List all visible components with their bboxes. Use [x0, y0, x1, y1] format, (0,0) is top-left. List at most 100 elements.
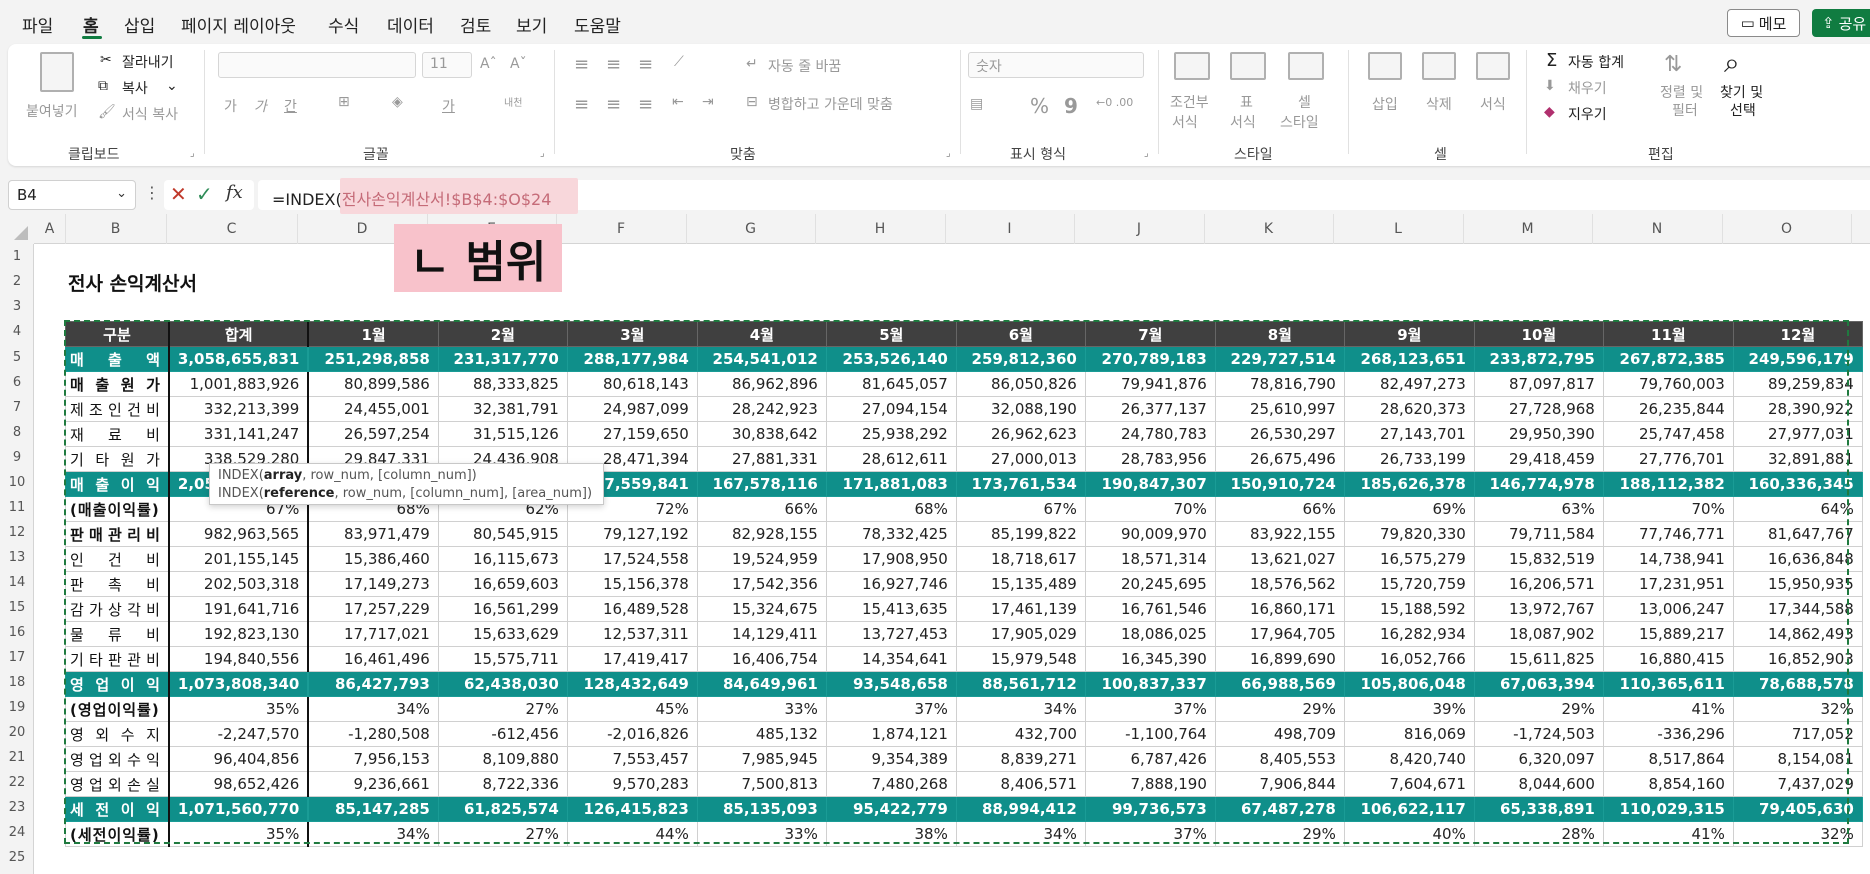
month-cell[interactable]: 79,820,330	[1343, 521, 1475, 547]
month-cell[interactable]: 83,971,479	[307, 521, 439, 547]
month-cell[interactable]: 268,123,651	[1343, 346, 1475, 372]
month-cell[interactable]: 29,950,390	[1473, 421, 1604, 447]
row-header-17[interactable]: 17	[8, 650, 26, 665]
month-cell[interactable]: 15,832,519	[1473, 546, 1604, 572]
month-cell[interactable]: 85,147,285	[307, 796, 439, 822]
month-cell[interactable]: 9,354,389	[825, 746, 957, 772]
underline-button[interactable]: 간	[284, 99, 297, 115]
month-cell[interactable]: 9,236,661	[307, 771, 439, 797]
month-cell[interactable]: 84,649,961	[696, 671, 827, 697]
month-cell[interactable]: 110,029,315	[1602, 796, 1734, 822]
total-cell[interactable]: 3,058,655,831	[168, 346, 310, 372]
row-header-3[interactable]: 3	[12, 299, 22, 314]
month-cell[interactable]: 30,838,642	[696, 421, 827, 447]
month-cell[interactable]: 13,727,453	[825, 621, 957, 647]
format-table-label[interactable]: 표	[1240, 95, 1253, 111]
month-cell[interactable]: 14,129,411	[696, 621, 827, 647]
month-cell[interactable]: 15,386,460	[307, 546, 439, 572]
month-cell[interactable]: 9,570,283	[566, 771, 698, 797]
select-all-corner[interactable]	[0, 214, 34, 244]
menu-review[interactable]: 검토	[460, 17, 492, 37]
name-box[interactable]: B4 ⌄	[8, 180, 136, 210]
month-cell[interactable]: 88,333,825	[437, 371, 568, 397]
month-cell[interactable]: 28,620,373	[1343, 396, 1475, 422]
month-cell[interactable]: 87,097,817	[1473, 371, 1604, 397]
month-cell[interactable]: 79,405,630	[1732, 796, 1863, 822]
header-cell[interactable]: 1월	[307, 321, 439, 347]
month-cell[interactable]: 26,675,496	[1214, 446, 1345, 472]
clear-button[interactable]: 지우기	[1568, 107, 1607, 123]
increase-decimal-button[interactable]: ←0 .00	[1096, 96, 1134, 109]
total-cell[interactable]: 1,071,560,770	[168, 796, 310, 822]
month-cell[interactable]: 44%	[566, 821, 698, 847]
cell-styles-label-2[interactable]: 스타일	[1280, 115, 1319, 131]
month-cell[interactable]: 64%	[1732, 496, 1863, 522]
delete-cells-icon[interactable]	[1422, 52, 1456, 80]
row-header-10[interactable]: 10	[8, 475, 26, 490]
delete-cells-button[interactable]: 삭제	[1426, 97, 1452, 113]
month-cell[interactable]: 7,500,813	[696, 771, 827, 797]
row-header-19[interactable]: 19	[8, 700, 26, 715]
month-cell[interactable]: 67,063,394	[1473, 671, 1604, 697]
month-cell[interactable]: 1,874,121	[825, 721, 957, 747]
month-cell[interactable]: 45%	[566, 696, 698, 722]
cell-styles-icon[interactable]	[1288, 52, 1324, 80]
month-cell[interactable]: 90,009,970	[1084, 521, 1216, 547]
row-header-11[interactable]: 11	[8, 500, 26, 515]
month-cell[interactable]: 8,839,271	[955, 746, 1086, 772]
month-cell[interactable]: 18,087,902	[1473, 621, 1604, 647]
month-cell[interactable]: 89,259,834	[1732, 371, 1863, 397]
month-cell[interactable]: 150,910,724	[1214, 471, 1345, 497]
month-cell[interactable]: 28,242,923	[696, 396, 827, 422]
month-cell[interactable]: 80,545,915	[437, 521, 568, 547]
tooltip-line-reference[interactable]: INDEX(reference, row_num, [column_num], …	[218, 485, 595, 503]
month-cell[interactable]: 65,338,891	[1473, 796, 1604, 822]
month-cell[interactable]: 61,825,574	[437, 796, 568, 822]
menu-view[interactable]: 보기	[516, 17, 548, 37]
month-cell[interactable]: 68%	[825, 496, 957, 522]
month-cell[interactable]: 27,776,701	[1602, 446, 1734, 472]
month-cell[interactable]: 66%	[1214, 496, 1345, 522]
month-cell[interactable]: 78,816,790	[1214, 371, 1345, 397]
month-cell[interactable]: 27%	[437, 696, 568, 722]
total-cell[interactable]: 332,213,399	[168, 396, 310, 422]
row-label[interactable]: (세전이익률)	[64, 821, 170, 847]
align-left-icon[interactable]: ≡	[574, 94, 590, 115]
month-cell[interactable]: 18,718,617	[955, 546, 1086, 572]
sort-filter-label-2[interactable]: 필터	[1672, 103, 1698, 119]
month-cell[interactable]: 13,006,247	[1602, 596, 1734, 622]
month-cell[interactable]: 81,647,767	[1732, 521, 1863, 547]
column-header-f[interactable]: F	[616, 221, 626, 237]
worksheet-grid[interactable]: ABCDEFGHIJKLMNO 123456789101112131415161…	[0, 214, 1870, 874]
row-header-25[interactable]: 25	[8, 850, 26, 865]
align-middle-icon[interactable]: ≡	[606, 54, 622, 75]
month-cell[interactable]: 16,282,934	[1343, 621, 1475, 647]
row-header-14[interactable]: 14	[8, 575, 26, 590]
row-header-16[interactable]: 16	[8, 625, 26, 640]
total-cell[interactable]: 1,001,883,926	[168, 371, 310, 397]
row-label[interactable]: (매출이익률)	[64, 496, 170, 522]
month-cell[interactable]: 29%	[1214, 696, 1345, 722]
number-format-combo[interactable]	[968, 52, 1144, 78]
month-cell[interactable]: 78,688,578	[1732, 671, 1863, 697]
cell-styles-label[interactable]: 셀	[1298, 95, 1311, 111]
month-cell[interactable]: 37%	[1084, 696, 1216, 722]
month-cell[interactable]: 249,596,179	[1732, 346, 1863, 372]
column-header-n[interactable]: N	[1651, 221, 1663, 237]
month-cell[interactable]: 77,746,771	[1602, 521, 1734, 547]
month-cell[interactable]: 8,109,880	[437, 746, 568, 772]
month-cell[interactable]: 69%	[1343, 496, 1475, 522]
month-cell[interactable]: 171,881,083	[825, 471, 957, 497]
month-cell[interactable]: 498,709	[1214, 721, 1345, 747]
month-cell[interactable]: 17,717,021	[307, 621, 439, 647]
month-cell[interactable]: 16,489,528	[566, 596, 698, 622]
month-cell[interactable]: 79,711,584	[1473, 521, 1604, 547]
month-cell[interactable]: 63%	[1473, 496, 1604, 522]
header-cell[interactable]: 10월	[1473, 321, 1604, 347]
total-cell[interactable]: 96,404,856	[168, 746, 310, 772]
row-label[interactable]: 매 출 액	[64, 346, 170, 372]
month-cell[interactable]: 33%	[696, 821, 827, 847]
find-select-label[interactable]: 찾기 및	[1720, 85, 1764, 101]
conditional-format-icon[interactable]	[1174, 52, 1210, 80]
month-cell[interactable]: 100,837,337	[1084, 671, 1216, 697]
